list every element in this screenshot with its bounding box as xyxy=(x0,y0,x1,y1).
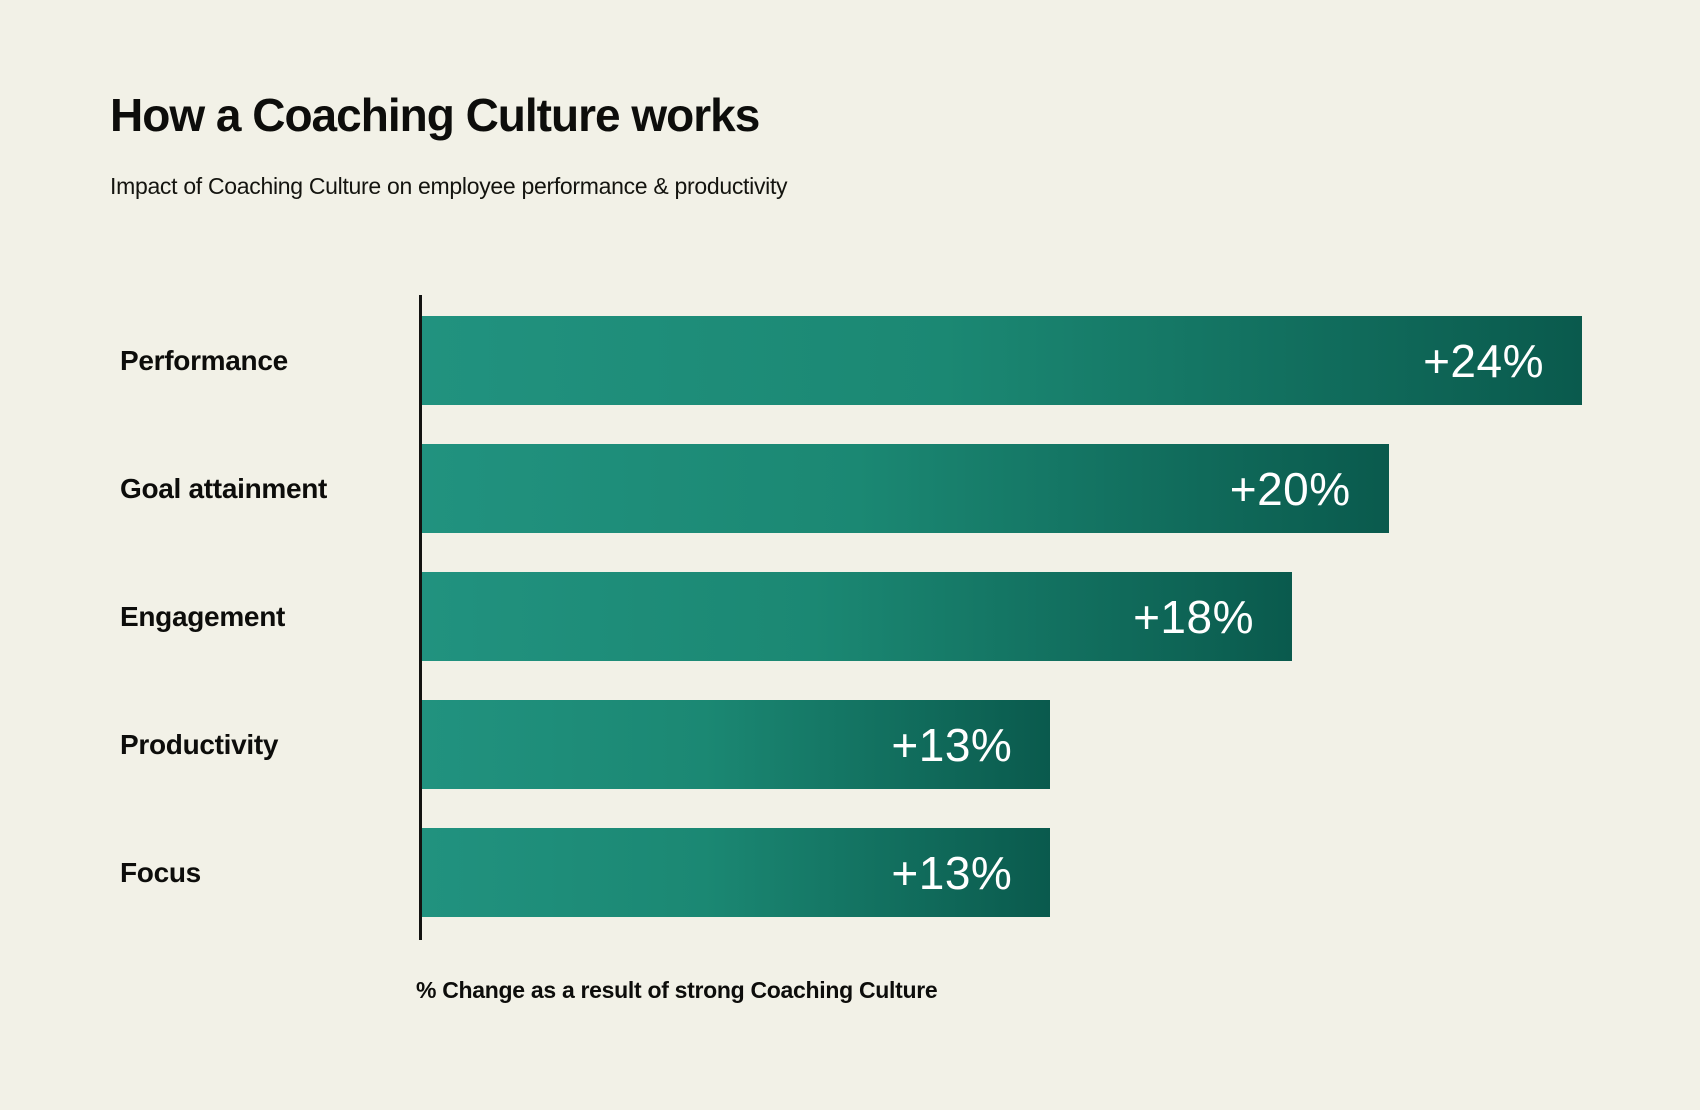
category-label: Performance xyxy=(120,344,288,376)
bar-track: +18% xyxy=(422,572,1582,662)
bar-rows: Performance +24% Goal attainment +20% Engage… xyxy=(120,316,1582,918)
x-axis-caption: % Change as a result of strong Coaching … xyxy=(416,977,938,1004)
category-label: Productivity xyxy=(120,728,279,760)
bar-track: +24% xyxy=(422,316,1582,406)
plot-area: Performance +24% Goal attainment +20% Engage… xyxy=(120,295,1582,941)
bar-value-label: +13% xyxy=(891,718,1013,771)
bar-track: +13% xyxy=(422,700,1582,790)
bar: +13% xyxy=(422,828,1051,918)
bar: +20% xyxy=(422,444,1389,534)
bar: +13% xyxy=(422,700,1051,790)
bar-value-label: +24% xyxy=(1423,334,1544,387)
chart-row: Performance +24% xyxy=(120,316,1582,406)
category-label: Focus xyxy=(120,856,201,888)
y-axis-line xyxy=(419,295,422,941)
chart-title: How a Coaching Culture works xyxy=(110,89,760,141)
header: How a Coaching Culture works Impact of C… xyxy=(0,0,1700,200)
chart-row: Focus +13% xyxy=(120,828,1582,918)
bar-value-label: +13% xyxy=(891,846,1013,899)
chart-row: Engagement +18% xyxy=(120,572,1582,662)
bar: +24% xyxy=(422,316,1582,406)
category-label: Engagement xyxy=(120,600,286,632)
category-label: Goal attainment xyxy=(120,472,328,504)
bar-track: +13% xyxy=(422,828,1582,918)
bar-track: +20% xyxy=(422,444,1582,534)
bar-chart: Performance +24% Goal attainment +20% Engage… xyxy=(0,295,1700,1004)
bar-value-label: +18% xyxy=(1133,590,1254,643)
bar-value-label: +20% xyxy=(1229,462,1351,515)
chart-row: Productivity +13% xyxy=(120,700,1582,790)
chart-row: Goal attainment +20% xyxy=(120,444,1582,534)
bar: +18% xyxy=(422,572,1292,662)
chart-subtitle: Impact of Coaching Culture on employee p… xyxy=(110,173,788,200)
